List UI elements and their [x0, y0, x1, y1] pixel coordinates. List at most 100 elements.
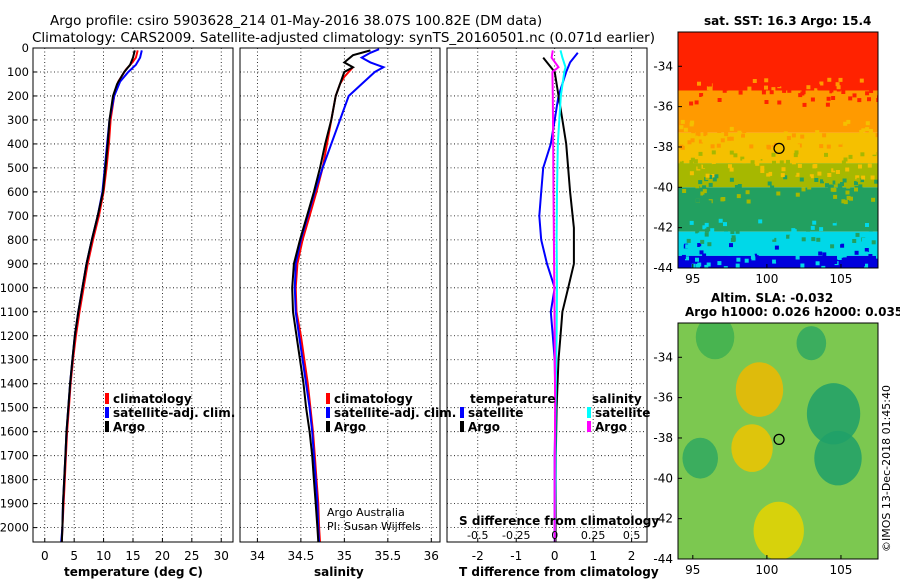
- sst-pixel: [823, 177, 828, 182]
- sst-pixel: [702, 189, 707, 194]
- series-line-climatology: [294, 66, 354, 543]
- sst-pixel: [823, 172, 828, 177]
- sst-pixel: [689, 122, 694, 127]
- sst-pixel: [730, 230, 735, 234]
- sst-pixel: [742, 159, 747, 164]
- diff-legend-s-argo-swatch: [587, 421, 591, 432]
- sst-pixel: [689, 101, 694, 106]
- sst-pixel: [710, 228, 715, 233]
- map-y-tick-label: -40: [653, 180, 673, 194]
- sst-pixel: [779, 140, 784, 145]
- sla-map-panel: Altim. SLA: -0.032 Argo h1000: 0.026 h20…: [653, 291, 900, 577]
- x-tick-label: -2: [472, 549, 484, 563]
- x-tick-label: 5: [70, 549, 78, 563]
- sst-pixel: [795, 192, 800, 197]
- depth-tick-label: 500: [7, 161, 29, 175]
- sst-pixel: [832, 187, 837, 192]
- sst-pixel: [772, 219, 776, 224]
- sst-pixel: [754, 136, 759, 141]
- sst-pixel: [701, 81, 706, 86]
- diff-legend-t-satellite-label: satellite: [468, 406, 523, 420]
- sst-pixel: [841, 160, 846, 165]
- sst-pixel: [690, 236, 694, 241]
- sst-pixel: [761, 243, 766, 247]
- sal-legend-argo-swatch: [326, 421, 330, 432]
- sst-pixel: [811, 244, 816, 249]
- sst-pixel: [716, 191, 721, 196]
- sst-pixel: [747, 170, 751, 175]
- sst-pixel: [822, 252, 827, 257]
- sst-pixel: [827, 77, 832, 82]
- sst-pixel: [709, 140, 714, 145]
- sst-pixel: [734, 93, 739, 98]
- series-line-s-argo: [550, 50, 560, 542]
- sst-pixel: [701, 138, 706, 143]
- x-tick-label: 34.5: [288, 549, 315, 563]
- sst-pixel: [781, 167, 786, 172]
- sst-pixel: [765, 251, 770, 256]
- sst-map-title: sat. SST: 16.3 Argo: 15.4: [704, 14, 871, 28]
- sst-pixel: [852, 239, 857, 243]
- x2-tick-label: 0.5: [623, 529, 641, 542]
- sst-pixel: [703, 164, 707, 168]
- sst-pixel: [704, 219, 708, 224]
- temperature-legend: climatology satellite-adj. clim. Argo: [105, 392, 235, 434]
- sst-pixel: [720, 138, 725, 143]
- sst-pixel: [825, 183, 829, 188]
- difference-panel: -2 -1 0 1 2 -0.5 -0.25 0 0.25 0.5 T difference f…: [446, 47, 659, 579]
- sst-pixel: [852, 82, 856, 87]
- sst-pixel: [705, 258, 710, 263]
- sst-pixel: [828, 178, 833, 183]
- sst-pixel: [876, 98, 878, 102]
- sst-pixel: [701, 96, 706, 101]
- sst-pixel: [741, 242, 746, 247]
- sst-pixel: [701, 124, 706, 129]
- sst-pixel: [854, 181, 858, 186]
- sst-pixel: [697, 232, 702, 237]
- sst-pixel: [835, 170, 840, 174]
- sst-pixel: [707, 242, 712, 247]
- map-y-tick-label: -38: [653, 431, 673, 445]
- sst-pixel: [860, 152, 865, 157]
- sst-pixel: [860, 83, 865, 88]
- x-tick-label: -1: [510, 549, 522, 563]
- sst-pixel: [800, 134, 805, 139]
- sst-pixel: [789, 168, 794, 173]
- sst-pixel: [691, 133, 696, 138]
- sst-pixel: [851, 102, 856, 107]
- imos-credit: ©IMOS 13-Dec-2018 01:45:40: [880, 385, 893, 552]
- sst-pixel: [742, 129, 747, 133]
- sst-pixel: [718, 218, 723, 223]
- sst-pixel: [751, 256, 756, 261]
- sst-pixel: [859, 78, 864, 83]
- sst-pixel: [710, 222, 715, 227]
- sst-pixel: [802, 102, 807, 107]
- map-x-tick-label: 95: [685, 272, 700, 286]
- sst-pixel: [734, 185, 739, 189]
- sst-pixel: [845, 179, 850, 184]
- sst-pixel: [785, 92, 790, 97]
- sst-pixel: [874, 126, 878, 131]
- sst-pixel: [703, 128, 708, 133]
- sst-pixel: [766, 144, 771, 149]
- sst-pixel: [803, 260, 808, 265]
- sst-pixel: [798, 93, 803, 98]
- sst-pixel: [832, 92, 836, 97]
- sst-pixel: [868, 254, 873, 258]
- sst-pixel: [795, 255, 800, 260]
- sst-pixel: [852, 93, 857, 98]
- x-tick-label: 0: [551, 549, 559, 563]
- sst-pixel: [840, 182, 844, 186]
- sst-pixel: [852, 243, 857, 248]
- diff-legend-s-satellite-label: satellite: [595, 406, 650, 420]
- sst-pixel: [685, 82, 690, 87]
- sst-pixel: [805, 200, 809, 205]
- sst-pixel: [712, 177, 717, 182]
- sst-pixel: [724, 132, 729, 137]
- sst-pixel: [843, 200, 848, 205]
- sst-pixel: [815, 261, 820, 266]
- sst-pixel: [779, 160, 784, 165]
- sst-pixel: [874, 179, 878, 184]
- sst-pixel: [695, 257, 699, 262]
- sst-pixel: [837, 183, 842, 188]
